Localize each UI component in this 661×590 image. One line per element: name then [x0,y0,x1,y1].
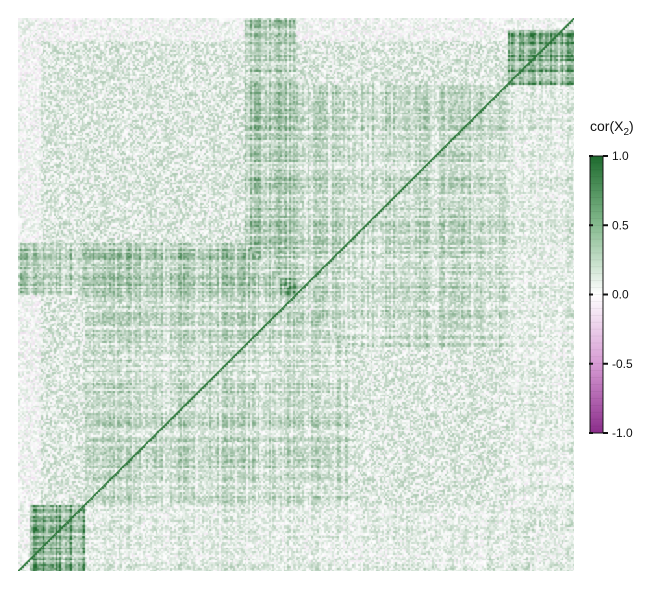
colorbar-step-lines [590,162,603,427]
colorbar-legend: cor(X2) 1.0 0.5 0.0 -0.5 -1.0 [580,118,661,448]
colorbar-tick-label: 1.0 [612,149,629,163]
heatmap-cells [18,18,574,571]
colorbar-tick-label: -1.0 [612,426,633,440]
colorbar-tick-label: -0.5 [612,357,633,371]
colorbar: 1.0 0.5 0.0 -0.5 -1.0 [589,149,633,440]
colorbar-tick-label: 0.0 [612,288,629,302]
colorbar-tick-label: 0.5 [612,218,629,232]
colorbar-title-subscript: 2 [623,127,630,138]
correlation-heatmap [18,18,574,571]
colorbar-title: cor(X2) [590,118,634,138]
colorbar-ticks: 1.0 0.5 0.0 -0.5 -1.0 [589,149,633,440]
